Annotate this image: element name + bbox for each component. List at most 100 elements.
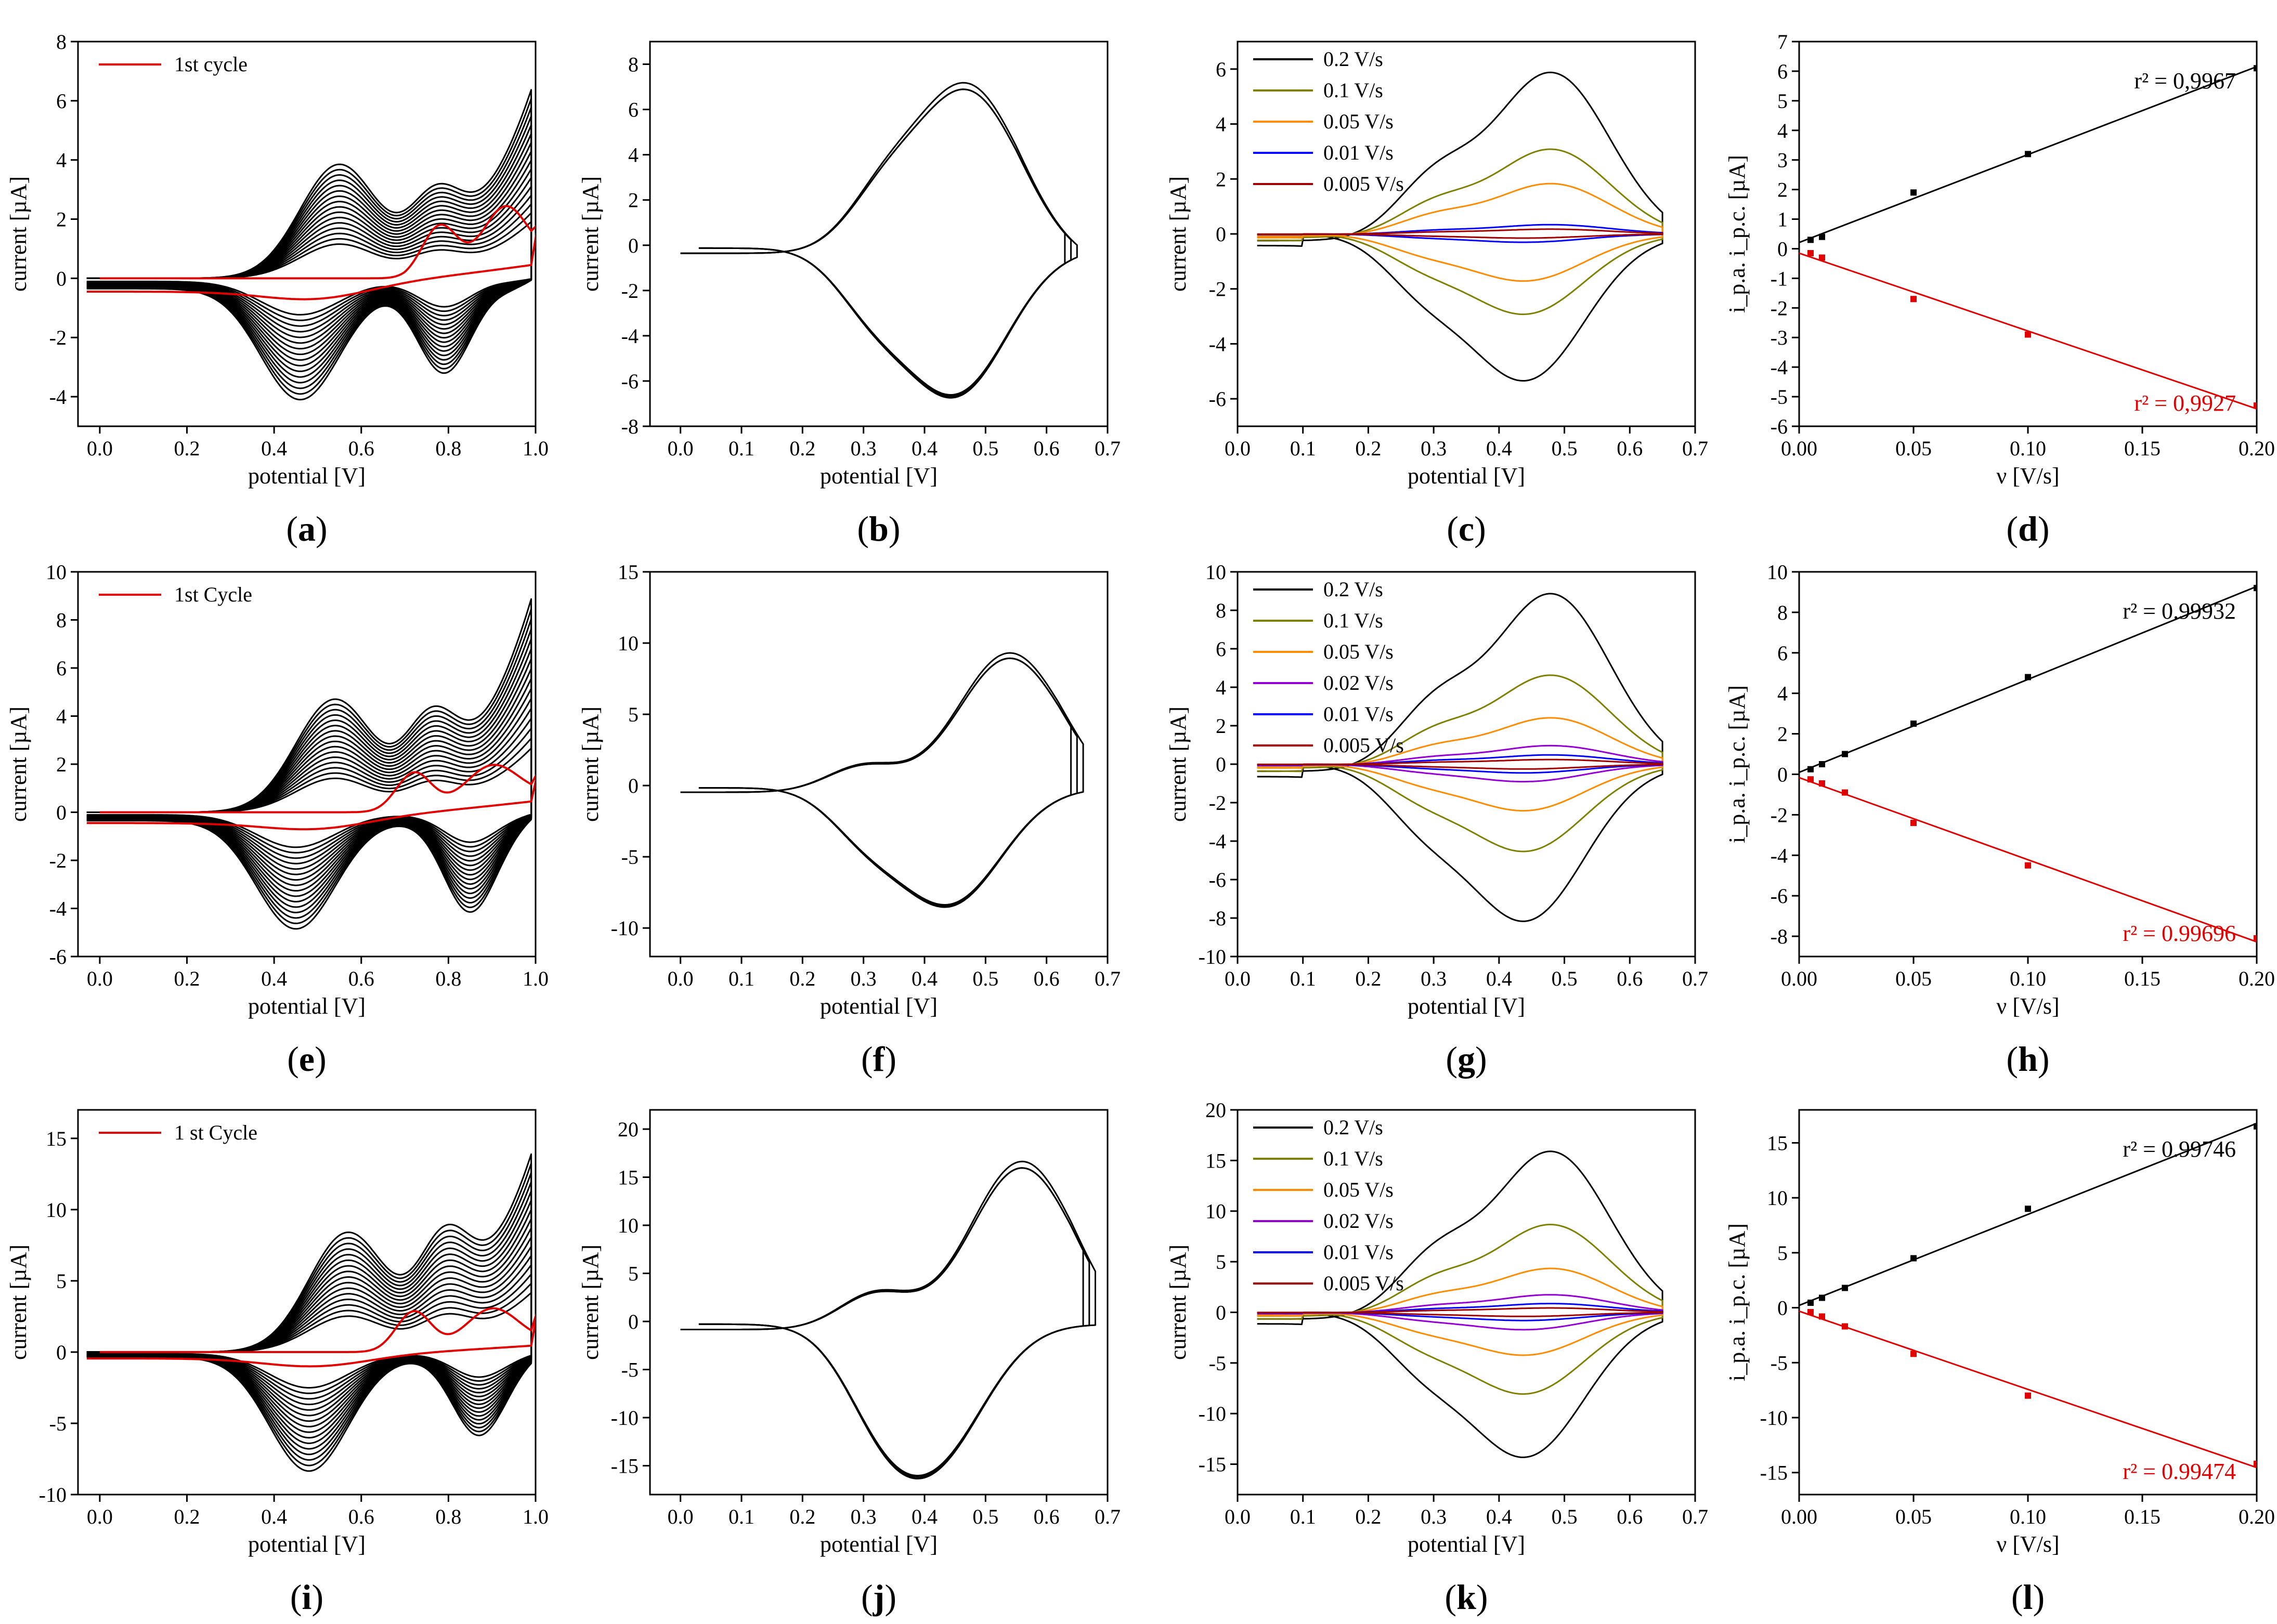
panel-k: 0.0 0.1 0.2 0.3 0.4 0.5 0.6 0.7 -15 -10 -5 0 5 10 15 20… xyxy=(1165,1098,1708,1617)
cv-loop-trace xyxy=(680,88,1072,397)
r-squared-label: r² = 0,9927 xyxy=(2134,390,2236,416)
y-tick-label: 4 xyxy=(56,149,67,172)
data-point xyxy=(1819,233,1825,240)
x-tick-label: 0.6 xyxy=(1034,437,1060,460)
fit-line xyxy=(1799,1310,2257,1469)
y-axis-label: current [µA] xyxy=(578,1245,603,1360)
y-tick-label: 2 xyxy=(1777,178,1788,202)
cv-cycle-trace xyxy=(86,1181,532,1456)
x-tick-label: 0.2 xyxy=(174,1505,200,1528)
legend-label: 0.05 V/s xyxy=(1323,1178,1394,1201)
plot-area xyxy=(1257,1150,1663,1458)
x-tick-label: 0.0 xyxy=(668,437,694,460)
x-tick-label: 0.10 xyxy=(2010,1505,2046,1528)
legend-label: 0.1 V/s xyxy=(1323,78,1383,102)
y-axis-label: current [µA] xyxy=(1165,1245,1191,1360)
x-tick-label: 0.4 xyxy=(261,437,287,460)
panel-letter-char: d xyxy=(2018,509,2038,548)
y-tick-label: 5 xyxy=(628,1262,639,1286)
x-tick-label: 0.1 xyxy=(1290,437,1316,460)
y-tick-label: -15 xyxy=(1199,1453,1226,1476)
data-point xyxy=(2025,674,2031,680)
y-tick-label: 5 xyxy=(1216,1250,1226,1274)
data-point xyxy=(2254,65,2257,72)
plot-area xyxy=(680,1160,1096,1479)
plot-area xyxy=(680,82,1078,399)
cv-loop-trace xyxy=(680,1167,1090,1478)
data-point xyxy=(2025,331,2031,338)
fit-line xyxy=(1799,1122,2257,1306)
x-tick-label: 1.0 xyxy=(523,967,549,990)
legend-label: 0.02 V/s xyxy=(1323,671,1394,695)
x-tick-label: 0.15 xyxy=(2124,437,2161,460)
first-cycle-trace xyxy=(86,205,536,300)
x-tick-label: 0.15 xyxy=(2124,967,2161,990)
panel-letter-char: f xyxy=(873,1039,886,1079)
plot-frame xyxy=(1798,571,2258,958)
plot-frame xyxy=(649,571,1109,958)
y-tick-label: -6 xyxy=(49,945,67,968)
legend-label: 0.01 V/s xyxy=(1323,702,1394,726)
y-tick-label: -15 xyxy=(611,1455,639,1478)
x-tick-label: 0.5 xyxy=(972,967,998,990)
plot-area xyxy=(86,598,536,930)
x-tick-label: 0.2 xyxy=(1355,1505,1381,1528)
y-tick-label: -2 xyxy=(1209,278,1226,301)
panel-letter-char: c xyxy=(1459,509,1474,548)
x-tick-label: 0.0 xyxy=(87,967,113,990)
plot-frame xyxy=(649,41,1109,427)
x-tick-label: 0.1 xyxy=(728,437,754,460)
x-tick-label: 0.6 xyxy=(1617,1505,1643,1528)
plot-area xyxy=(86,1153,536,1472)
x-tick-label: 0.4 xyxy=(912,1505,938,1528)
panel-letter: (f) xyxy=(861,1039,896,1079)
y-tick-label: 8 xyxy=(1777,601,1788,624)
data-point xyxy=(2254,1460,2257,1467)
data-point xyxy=(2025,862,2031,869)
cv-cycle-trace xyxy=(86,141,532,366)
y-tick-label: -10 xyxy=(611,916,639,940)
x-tick-label: 0.6 xyxy=(348,1505,374,1528)
data-point xyxy=(1910,296,1917,303)
x-tick-label: 0.3 xyxy=(1421,967,1447,990)
x-tick-label: 0.4 xyxy=(912,967,938,990)
y-tick-label: -2 xyxy=(621,279,639,303)
data-point xyxy=(1807,1300,1814,1306)
plot-frame xyxy=(77,1109,537,1496)
y-tick-label: 4 xyxy=(1216,113,1226,136)
x-tick-label: 0.0 xyxy=(1225,437,1251,460)
scan-rate-trace xyxy=(1257,1150,1663,1458)
x-tick-label: 0.20 xyxy=(2239,1505,2275,1528)
y-tick-label: 10 xyxy=(1767,1186,1788,1210)
x-tick-label: 0.6 xyxy=(1034,967,1060,990)
y-axis-label: current [µA] xyxy=(6,176,31,292)
legend-label: 1st Cycle xyxy=(174,583,252,606)
y-tick-label: -4 xyxy=(49,897,67,921)
legend-label: 0.02 V/s xyxy=(1323,1209,1394,1233)
legend-label: 0.005 V/s xyxy=(1323,734,1404,757)
y-tick-label: 10 xyxy=(1205,1200,1226,1223)
y-tick-label: 6 xyxy=(1777,60,1788,83)
panel-letter-char: a xyxy=(298,509,316,548)
panel-f: 0.0 0.1 0.2 0.3 0.4 0.5 0.6 0.7 -10 -5 0 5 10 15 poten… xyxy=(578,560,1121,1079)
x-tick-label: 0.1 xyxy=(1290,1505,1316,1528)
r-squared-label: r² = 0.99746 xyxy=(2123,1136,2236,1162)
x-tick-label: 0.8 xyxy=(435,1505,461,1528)
r-squared-label: r² = 0.99474 xyxy=(2123,1459,2236,1484)
y-tick-label: 10 xyxy=(618,632,639,655)
legend-label: 0.005 V/s xyxy=(1323,172,1404,195)
y-axis-label: current [µA] xyxy=(1165,706,1191,822)
panel-letter: (e) xyxy=(287,1039,327,1079)
panel-letter-char: j xyxy=(873,1577,885,1617)
x-tick-label: 0.0 xyxy=(87,1505,113,1528)
legend-label: 1 st Cycle xyxy=(174,1121,257,1144)
y-tick-label: -6 xyxy=(1209,868,1226,892)
x-tick-label: 0.05 xyxy=(1895,437,1932,460)
cv-loop-trace xyxy=(680,1167,1084,1476)
y-tick-label: 0 xyxy=(628,1310,639,1333)
data-point xyxy=(1807,776,1814,783)
y-axis-label: current [µA] xyxy=(1165,176,1191,292)
y-tick-label: 0 xyxy=(1216,753,1226,776)
y-tick-label: -6 xyxy=(621,370,639,393)
